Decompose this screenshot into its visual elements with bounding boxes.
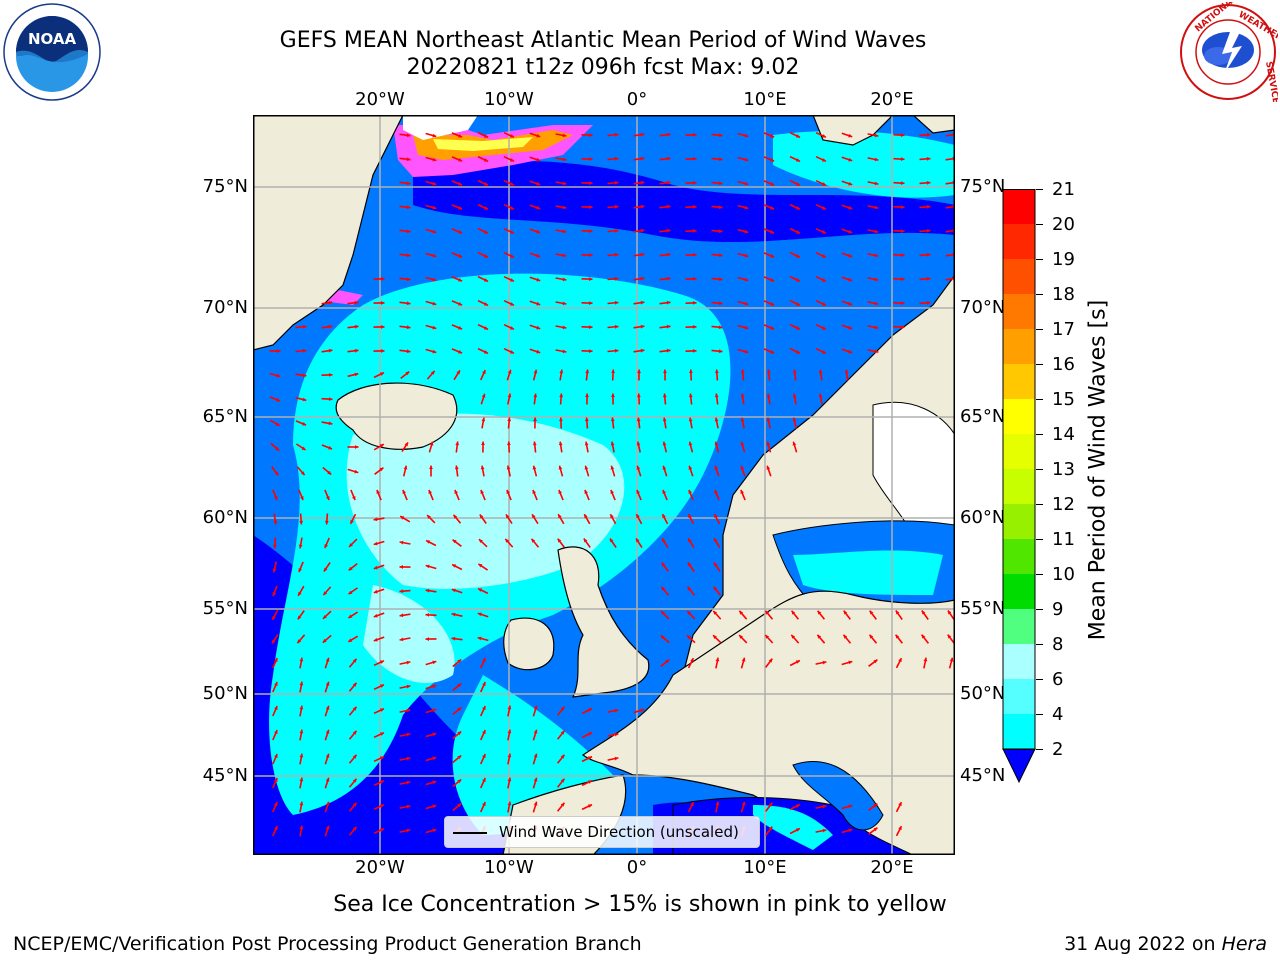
lon-label-bottom: 0° [597, 858, 677, 878]
colorbar-tick-mark [1036, 189, 1043, 190]
colorbar-svg [1002, 189, 1036, 783]
colorbar-tick-label: 12 [1052, 494, 1075, 515]
colorbar-tick-label: 4 [1052, 704, 1063, 725]
lat-label-right: 55°N [960, 599, 1005, 619]
colorbar-segment [1003, 399, 1035, 435]
lon-label-top: 20°W [340, 90, 420, 110]
map-legend: Wind Wave Direction (unscaled) [444, 816, 760, 848]
lon-label-top: 20°E [852, 90, 932, 110]
colorbar-tick-mark [1036, 364, 1043, 365]
lon-label-bottom: 10°E [725, 858, 805, 878]
colorbar-segment [1003, 259, 1035, 295]
colorbar-tick-mark [1036, 469, 1043, 470]
footer-date-text: 31 Aug 2022 on [1064, 933, 1221, 955]
lat-label-left: 70°N [203, 298, 248, 318]
colorbar-segment [1003, 329, 1035, 365]
colorbar-segment [1003, 294, 1035, 330]
colorbar-tick-label: 19 [1052, 249, 1075, 270]
colorbar-tick-label: 6 [1052, 669, 1063, 690]
colorbar-segment [1003, 539, 1035, 575]
colorbar-tick-label: 2 [1052, 739, 1063, 760]
colorbar-tick-label: 9 [1052, 599, 1063, 620]
lon-label-top: 0° [597, 90, 677, 110]
colorbar-segment [1003, 574, 1035, 610]
lat-label-right: 65°N [960, 407, 1005, 427]
lat-label-left: 75°N [203, 177, 248, 197]
noaa-logo: NOAA [2, 2, 102, 102]
lon-label-bottom: 10°W [469, 858, 549, 878]
legend-line-sample [453, 832, 487, 834]
colorbar [1002, 189, 1036, 783]
baltic-sea [793, 551, 943, 595]
footer-credit: NCEP/EMC/Verification Post Processing Pr… [13, 933, 642, 955]
map-panel: Wind Wave Direction (unscaled) [253, 115, 955, 855]
colorbar-title: Mean Period of Wind Waves [s] [1086, 300, 1111, 640]
colorbar-tick-mark [1036, 749, 1043, 750]
colorbar-tick-label: 16 [1052, 354, 1075, 375]
colorbar-segment [1003, 644, 1035, 680]
colorbar-tick-mark [1036, 434, 1043, 435]
lat-label-right: 60°N [960, 508, 1005, 528]
lat-label-left: 65°N [203, 407, 248, 427]
colorbar-segment [1003, 609, 1035, 645]
map-title: GEFS MEAN Northeast Atlantic Mean Period… [0, 27, 1206, 54]
colorbar-tick-mark [1036, 329, 1043, 330]
colorbar-tick-label: 18 [1052, 284, 1075, 305]
lon-label-bottom: 20°W [340, 858, 420, 878]
colorbar-tick-label: 14 [1052, 424, 1075, 445]
lat-label-left: 45°N [203, 766, 248, 786]
lon-label-top: 10°W [469, 90, 549, 110]
colorbar-segment [1003, 679, 1035, 715]
colorbar-segment [1003, 469, 1035, 505]
lat-label-left: 50°N [203, 684, 248, 704]
lon-label-top: 10°E [725, 90, 805, 110]
colorbar-tick-mark [1036, 399, 1043, 400]
colorbar-tick-mark [1036, 294, 1043, 295]
colorbar-tick-label: 10 [1052, 564, 1075, 585]
colorbar-segment [1003, 364, 1035, 400]
colorbar-tick-mark [1036, 609, 1043, 610]
colorbar-tick-mark [1036, 259, 1043, 260]
lat-label-right: 50°N [960, 684, 1005, 704]
colorbar-tick-mark [1036, 679, 1043, 680]
colorbar-tick-mark [1036, 644, 1043, 645]
lon-label-bottom: 20°E [852, 858, 932, 878]
colorbar-tick-mark [1036, 539, 1043, 540]
colorbar-tick-mark [1036, 714, 1043, 715]
colorbar-segment [1003, 189, 1035, 225]
map-subtitle: 20220821 t12z 096h fcst Max: 9.02 [0, 54, 1206, 81]
colorbar-tick-label: 8 [1052, 634, 1063, 655]
colorbar-tick-label: 20 [1052, 214, 1075, 235]
colorbar-segment [1003, 714, 1035, 750]
footer-host: Hera [1222, 933, 1267, 955]
colorbar-tick-label: 13 [1052, 459, 1075, 480]
colorbar-tick-label: 15 [1052, 389, 1075, 410]
sea-ice-note: Sea Ice Concentration > 15% is shown in … [0, 892, 1280, 917]
map-svg [253, 115, 955, 855]
colorbar-tick-mark [1036, 504, 1043, 505]
lat-label-left: 60°N [203, 508, 248, 528]
colorbar-segment [1003, 504, 1035, 540]
colorbar-extend-arrow [1003, 749, 1035, 782]
svg-text:NOAA: NOAA [28, 30, 77, 48]
colorbar-tick-label: 11 [1052, 529, 1075, 550]
colorbar-tick-label: 21 [1052, 179, 1075, 200]
legend-label: Wind Wave Direction (unscaled) [499, 823, 739, 841]
colorbar-tick-mark [1036, 574, 1043, 575]
colorbar-tick-label: 17 [1052, 319, 1075, 340]
lat-label-right: 70°N [960, 298, 1005, 318]
land-ireland [504, 618, 554, 670]
lat-label-left: 55°N [203, 599, 248, 619]
lat-label-right: 75°N [960, 177, 1005, 197]
colorbar-segment [1003, 434, 1035, 470]
lat-label-right: 45°N [960, 766, 1005, 786]
nws-logo: NATIONAL WEATHER SERVICE [1178, 2, 1278, 102]
colorbar-segment [1003, 224, 1035, 260]
colorbar-tick-mark [1036, 224, 1043, 225]
footer-date: 31 Aug 2022 on Hera [1064, 933, 1267, 955]
